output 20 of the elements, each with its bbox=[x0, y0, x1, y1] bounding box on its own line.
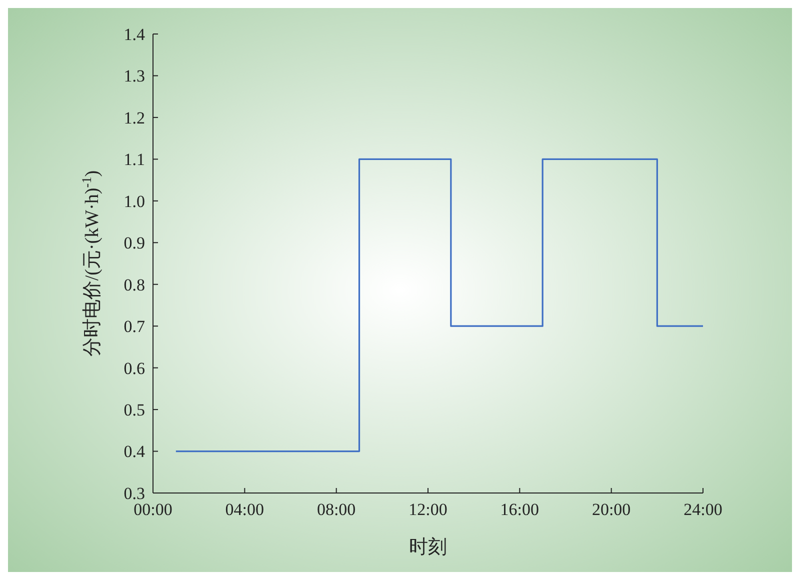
y-tick-label: 0.6 bbox=[124, 358, 145, 378]
y-tick-label: 1.0 bbox=[124, 192, 145, 211]
x-tick-label: 08:00 bbox=[316, 500, 356, 519]
y-tick-label: 0.8 bbox=[124, 275, 145, 294]
x-tick-label: 24:00 bbox=[684, 500, 722, 519]
y-tick-label: 1.2 bbox=[124, 108, 145, 128]
x-tick-label: 04:00 bbox=[225, 500, 264, 519]
y-tick-label: 0.9 bbox=[124, 234, 145, 253]
x-tick-label: 20:00 bbox=[592, 500, 631, 519]
y-tick-label: 0.3 bbox=[124, 484, 145, 503]
y-tick-label: 0.7 bbox=[124, 317, 146, 336]
y-tick-label: 0.4 bbox=[124, 442, 146, 462]
x-axis-title: 时刻 bbox=[409, 536, 447, 558]
y-tick-label: 1.4 bbox=[124, 24, 146, 44]
y-tick-label: 1.3 bbox=[124, 66, 145, 86]
x-tick-label: 12:00 bbox=[408, 500, 448, 519]
y-tick-label: 1.1 bbox=[124, 150, 145, 170]
x-tick-label: 16:00 bbox=[500, 500, 540, 519]
y-tick-label: 0.5 bbox=[124, 400, 145, 420]
x-tick-label: 00:00 bbox=[134, 500, 172, 519]
